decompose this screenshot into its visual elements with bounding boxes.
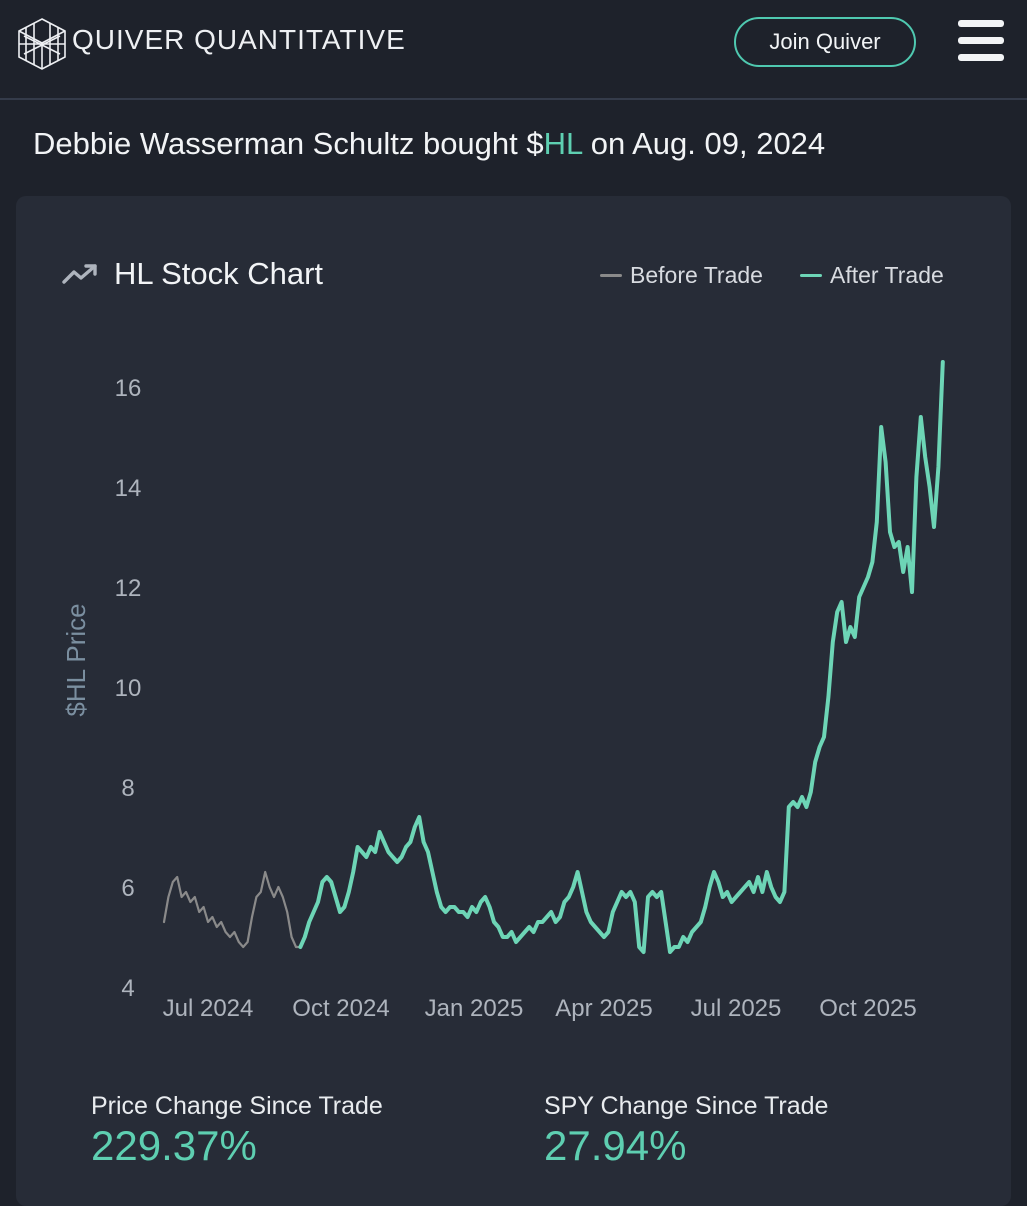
after-trade-line[interactable] (298, 360, 945, 954)
headline-prefix: Debbie Wasserman Schultz bought $ (33, 126, 544, 161)
chart-title: HL Stock Chart (114, 256, 324, 291)
x-tick-label: Oct 2025 (819, 995, 916, 1022)
y-tick-label: 16 (115, 375, 142, 402)
x-tick-label: Jul 2025 (691, 995, 782, 1022)
legend-after-label: After Trade (830, 262, 944, 288)
y-tick-label: 4 (121, 975, 134, 1002)
legend-before-swatch (600, 274, 622, 277)
chart-card (16, 196, 1011, 1206)
y-axis-label: $HL Price (61, 603, 91, 716)
trending-up-icon (62, 264, 97, 284)
legend-after-trade[interactable]: After Trade (800, 262, 944, 289)
y-tick-label: 12 (115, 575, 142, 602)
legend-after-swatch (800, 274, 822, 277)
x-tick-label: Jan 2025 (425, 995, 524, 1022)
x-tick-label: Oct 2024 (292, 995, 389, 1022)
legend-before-trade[interactable]: Before Trade (600, 262, 763, 289)
top-navbar: QUIVER QUANTITATIVE Join Quiver (0, 0, 1027, 100)
headline-suffix: on Aug. 09, 2024 (582, 126, 826, 161)
spy-change-value: 27.94% (544, 1122, 687, 1169)
y-tick-label: 10 (115, 675, 142, 702)
join-quiver-button[interactable]: Join Quiver (734, 17, 916, 67)
y-tick-label: 6 (121, 875, 134, 902)
ticker-link[interactable]: HL (543, 126, 583, 161)
before-trade-line[interactable] (162, 870, 302, 949)
quiver-cube-logo-icon[interactable] (16, 16, 68, 72)
y-tick-label: 8 (121, 775, 134, 802)
price-change-label: Price Change Since Trade (91, 1092, 383, 1120)
spy-change-label: SPY Change Since Trade (544, 1092, 829, 1120)
x-tick-label: Jul 2024 (163, 995, 254, 1022)
brand-name[interactable]: QUIVER QUANTITATIVE (72, 24, 406, 55)
trade-headline: Debbie Wasserman Schultz bought $HL on A… (33, 126, 825, 162)
hamburger-menu-icon[interactable] (958, 20, 1004, 62)
x-tick-label: Apr 2025 (555, 995, 652, 1022)
price-change-value: 229.37% (91, 1122, 257, 1169)
legend-before-label: Before Trade (630, 262, 763, 288)
y-tick-label: 14 (115, 475, 142, 502)
